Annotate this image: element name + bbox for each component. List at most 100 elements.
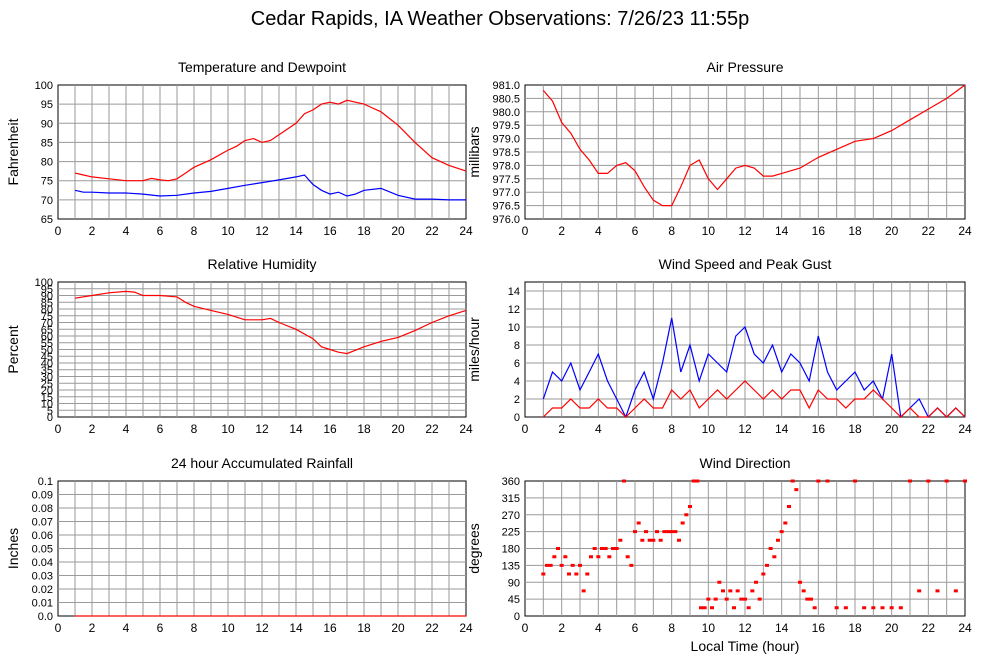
data-point (853, 479, 857, 483)
x-tick-label: 24 (459, 621, 473, 635)
y-tick-label: 12 (508, 304, 520, 316)
y-tick-label: 60 (41, 331, 53, 343)
data-point (636, 521, 641, 525)
data-point (779, 530, 784, 534)
data-point (622, 479, 626, 483)
y-axis-label: degrees (466, 523, 482, 574)
y-tick-label: 2 (514, 394, 520, 406)
y-tick-label: 45 (508, 594, 520, 606)
y-tick-label: 0.08 (32, 503, 53, 515)
data-point (673, 530, 678, 534)
series-line-0 (542, 317, 966, 419)
y-tick-label: 977.5 (492, 174, 520, 186)
x-tick-label: 8 (668, 422, 675, 436)
data-point (944, 479, 949, 483)
data-point (963, 479, 967, 483)
data-point (614, 547, 619, 550)
x-tick-label: 6 (157, 224, 164, 238)
x-tick-label: 16 (323, 224, 337, 238)
y-tick-label: 977.0 (492, 187, 520, 199)
x-tick-label: 20 (391, 422, 405, 436)
y-tick-label: 0.01 (32, 598, 53, 610)
data-point (567, 572, 571, 576)
data-point (647, 538, 652, 542)
y-tick-label: 0 (514, 412, 520, 424)
y-tick-label: 45 (41, 351, 53, 363)
y-tick-label: 315 (502, 493, 520, 505)
y-tick-label: 4 (514, 376, 520, 388)
x-tick-label: 18 (848, 224, 862, 238)
x-tick-label: 6 (157, 621, 164, 635)
x-tick-label: 4 (595, 224, 602, 238)
x-tick-label: 18 (357, 422, 371, 436)
y-tick-label: 135 (502, 560, 520, 572)
chart-title: Air Pressure (706, 59, 783, 75)
x-tick-label: 14 (289, 621, 303, 635)
data-point (552, 555, 557, 559)
x-tick-label: 10 (702, 224, 716, 238)
y-tick-label: 0.05 (32, 544, 53, 556)
y-tick-label: 180 (502, 544, 520, 556)
x-tick-label: 20 (391, 224, 405, 238)
data-point (570, 563, 575, 567)
y-tick-label: 6 (514, 358, 520, 370)
y-tick-label: 35 (41, 365, 53, 377)
data-point (585, 572, 590, 576)
x-tick-label: 12 (738, 422, 752, 436)
data-point (658, 538, 663, 542)
data-point (607, 555, 612, 559)
data-point (765, 563, 769, 567)
data-point (666, 530, 670, 534)
chart-title: Wind Direction (699, 455, 790, 471)
y-tick-label: 95 (41, 284, 53, 296)
y-tick-label: 10 (508, 322, 520, 334)
y-tick-label: 80 (41, 157, 53, 169)
x-tick-label: 18 (848, 422, 862, 436)
x-tick-label: 2 (558, 224, 565, 238)
y-tick-label: 50 (41, 345, 53, 357)
chart-title: Temperature and Dewpoint (178, 59, 346, 75)
x-tick-label: 24 (958, 224, 972, 238)
x-tick-label: 8 (668, 621, 675, 635)
data-point (834, 606, 839, 610)
data-point (843, 606, 848, 610)
data-point (695, 479, 700, 483)
y-axis-label: miles/hour (466, 317, 482, 382)
series-line-0 (74, 290, 467, 355)
data-point (541, 572, 546, 576)
y-tick-label: 0 (47, 412, 53, 424)
x-tick-label: 14 (775, 422, 789, 436)
data-point (644, 530, 648, 534)
data-point (889, 606, 894, 610)
temperature-and-dewpoint-chart: 2 4 6 8 10 12 14 16 18 20 22 24065707580859095100Te… (5, 59, 473, 238)
data-point (812, 606, 817, 610)
y-tick-label: 0.0 (38, 611, 53, 623)
relative-humidity-chart: 2 4 6 8 10 12 14 16 18 20 22 2400510152025303540455… (5, 256, 473, 436)
data-point (563, 555, 568, 559)
x-tick-label: 8 (191, 224, 198, 238)
y-tick-label: 85 (41, 297, 53, 309)
data-point (574, 572, 579, 576)
data-point (825, 479, 830, 483)
data-point (618, 538, 623, 542)
y-tick-label: 0.1 (38, 476, 53, 488)
y-tick-label: 0.07 (32, 517, 53, 529)
y-tick-label: 30 (41, 372, 53, 384)
data-point (677, 538, 681, 542)
data-point (794, 488, 799, 492)
data-point (578, 563, 582, 567)
x-tick-label: 4 (123, 224, 130, 238)
data-point (629, 563, 634, 567)
x-tick-label: 4 (595, 621, 602, 635)
x-tick-label: 10 (221, 621, 235, 635)
y-tick-label: 10 (41, 399, 53, 411)
data-point (717, 580, 722, 584)
x-tick-label: 22 (922, 422, 936, 436)
data-point (746, 606, 751, 610)
x-tick-label: 24 (459, 224, 473, 238)
data-point (581, 589, 586, 593)
y-tick-label: 20 (41, 385, 53, 397)
x-tick-label: 22 (425, 224, 439, 238)
x-tick-label: 20 (885, 422, 899, 436)
x-tick-label: 2 (89, 422, 96, 436)
